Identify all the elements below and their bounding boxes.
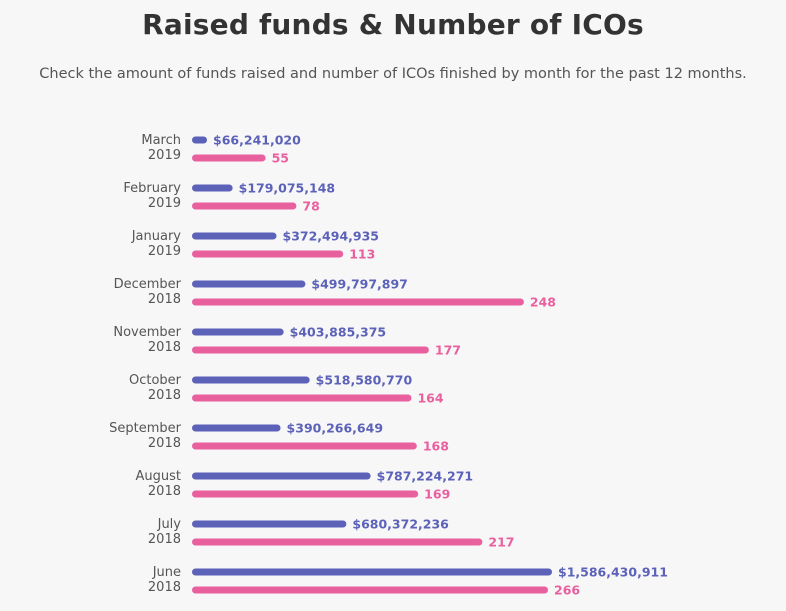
funds-value-label: $390,266,649 [287, 421, 383, 436]
category-label-year: 2019 [148, 244, 181, 259]
category-label-year: 2019 [148, 148, 181, 163]
funds-value-label: $499,797,897 [311, 277, 407, 292]
ico-count-bar [192, 202, 297, 210]
ico-count-label: 113 [349, 247, 375, 262]
funds-bar [192, 136, 208, 144]
funds-value-label: $1,586,430,911 [558, 565, 668, 580]
ico-count-label: 217 [488, 535, 514, 550]
ico-count-label: 78 [302, 199, 319, 214]
ico-count-bar [192, 394, 412, 402]
category-label-month: November [113, 325, 181, 340]
category-label-month: June [152, 565, 181, 580]
category-label-year: 2018 [148, 292, 181, 307]
ico-count-bar [192, 586, 548, 594]
ico-count-bar [192, 442, 417, 450]
ico-count-bar [192, 250, 344, 258]
category-label-month: October [129, 373, 182, 388]
funds-value-label: $179,075,148 [239, 181, 335, 196]
funds-bar [192, 568, 552, 576]
category-label-month: March [141, 133, 181, 148]
funds-value-label: $372,494,935 [283, 229, 379, 244]
ico-count-label: 177 [435, 343, 461, 358]
category-label-year: 2019 [148, 196, 181, 211]
ico-count-bar [192, 490, 419, 498]
funds-bar [192, 472, 371, 480]
category-label-month: February [123, 181, 181, 196]
funds-bar [192, 280, 306, 288]
category-label-month: July [157, 517, 182, 532]
funds-value-label: $518,580,770 [316, 373, 413, 388]
category-label-month: December [114, 277, 182, 292]
funds-bar [192, 424, 281, 432]
category-label-month: January [131, 229, 182, 244]
funds-bar [192, 184, 233, 192]
category-label-year: 2018 [148, 532, 181, 547]
ico-count-label: 55 [272, 151, 289, 166]
category-label-month: September [109, 421, 182, 436]
funds-bar [192, 232, 277, 240]
ico-count-label: 164 [417, 391, 443, 406]
ico-count-bar [192, 154, 266, 162]
ico-count-label: 266 [554, 583, 580, 598]
funds-value-label: $66,241,020 [213, 133, 301, 148]
ico-count-label: 169 [424, 487, 450, 502]
funds-value-label: $787,224,271 [377, 469, 473, 484]
funds-bar [192, 328, 284, 336]
category-label-year: 2018 [148, 340, 181, 355]
ico-count-label: 248 [530, 295, 556, 310]
chart-subtitle: Check the amount of funds raised and num… [39, 66, 747, 82]
ico-count-bar [192, 298, 524, 306]
funds-value-label: $403,885,375 [290, 325, 386, 340]
ico-count-label: 168 [423, 439, 449, 454]
category-label-year: 2018 [148, 436, 181, 451]
category-label-month: August [136, 469, 182, 484]
ico-count-bar [192, 346, 429, 354]
funds-bar [192, 520, 347, 528]
category-label-year: 2018 [148, 484, 181, 499]
funds-value-label: $680,372,236 [352, 517, 449, 532]
category-label-year: 2018 [148, 388, 181, 403]
chart-title: Raised funds & Number of ICOs [142, 8, 644, 41]
ico-count-bar [192, 538, 483, 546]
funds-bar [192, 376, 310, 384]
category-label-year: 2018 [148, 580, 181, 595]
